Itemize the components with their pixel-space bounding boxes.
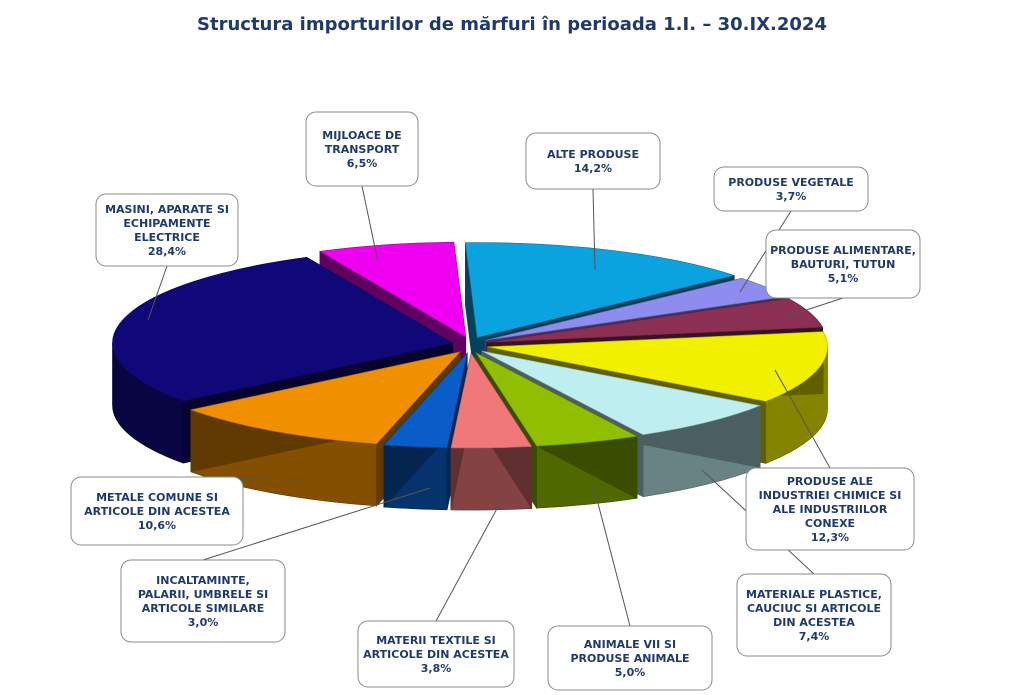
slice-value-label: 3,0% xyxy=(188,616,219,629)
slice-name-label: METALE COMUNE SI ARTICOLE DIN ACESTEA xyxy=(84,491,230,518)
label-box xyxy=(736,573,892,657)
leader-line xyxy=(435,491,507,622)
slice-name-label: MATERIALE PLASTICE, CAUCIUC SI ARTICOLE DI… xyxy=(746,588,882,629)
leader-line xyxy=(774,369,831,469)
slice-top-face xyxy=(450,352,533,449)
slice-name-label: PRODUSE ALIMENTARE, BAUTURI, TUTUN xyxy=(770,244,916,271)
slice-top-face xyxy=(112,256,454,402)
slice-value-label: 3,8% xyxy=(421,662,452,675)
label-box xyxy=(357,620,515,688)
slice-top-face xyxy=(487,331,828,402)
label-box xyxy=(713,166,869,212)
leader-line xyxy=(147,265,168,321)
slice-value-label: 5,1% xyxy=(828,272,859,285)
slice-name-label: INCALTAMINTE, PALARII, UMBRELE SI ARTICOLE… xyxy=(138,574,268,615)
pie-layer xyxy=(112,241,828,511)
slice-top-face xyxy=(487,298,824,343)
slice-top-face xyxy=(481,350,762,436)
slice-top-face xyxy=(464,242,736,338)
slice-name-label: PRODUSE VEGETALE xyxy=(728,176,853,189)
slice-label: METALE COMUNE SI ARTICOLE DIN ACESTEA10,6… xyxy=(70,476,244,546)
leader-line xyxy=(202,487,431,561)
slice-name-label: PRODUSE ALE INDUSTRIEI CHIMICE SI ALE INDU… xyxy=(759,475,902,530)
slice-top-face xyxy=(383,351,468,449)
leader-line xyxy=(593,487,631,627)
label-box xyxy=(95,193,239,267)
slice-name-label: ANIMALE VII SI PRODUSE ANIMALE xyxy=(570,638,689,665)
slice-label: MASINI, APARATE SI ECHIPAMENTE ELECTRICE28… xyxy=(95,193,239,267)
slice-label: INCALTAMINTE, PALARII, UMBRELE SI ARTICOLE… xyxy=(120,559,286,643)
label-box xyxy=(525,132,661,190)
slice-value-label: 6,5% xyxy=(347,157,378,170)
pie-slice xyxy=(450,352,533,511)
slice-label: MATERIALE PLASTICE, CAUCIUC SI ARTICOLE DI… xyxy=(736,573,892,657)
slice-top-face xyxy=(475,351,638,447)
slice-name-label: MASINI, APARATE SI ECHIPAMENTE ELECTRICE xyxy=(105,203,229,244)
slice-label: MATERII TEXTILE SI ARTICOLE DIN ACESTEA3,… xyxy=(357,620,515,688)
label-box xyxy=(120,559,286,643)
slice-value-label: 14,2% xyxy=(574,162,612,175)
leader-line xyxy=(787,297,844,317)
slice-label: PRODUSE ALE INDUSTRIEI CHIMICE SI ALE INDU… xyxy=(745,467,915,551)
chart-title: Structura importurilor de mărfuri în per… xyxy=(197,14,827,35)
slice-value-label: 5,0% xyxy=(615,666,646,679)
label-box xyxy=(70,476,244,546)
slice-value-label: 7,4% xyxy=(799,630,830,643)
label-box xyxy=(305,111,419,187)
slice-value-label: 3,7% xyxy=(776,190,807,203)
leader-line xyxy=(592,188,596,271)
slice-name-label: MATERII TEXTILE SI ARTICOLE DIN ACESTEA xyxy=(363,634,509,661)
slice-name-label: MIJLOACE DE TRANSPORT xyxy=(322,129,401,156)
slice-value-label: 10,6% xyxy=(138,519,176,532)
slice-name-label: ALTE PRODUSE xyxy=(547,148,639,161)
slice-top-face xyxy=(189,351,461,445)
label-box xyxy=(765,229,921,299)
label-box xyxy=(547,625,713,691)
slice-top-face xyxy=(318,241,467,338)
slice-value-label: 12,3% xyxy=(811,531,849,544)
slice-value-label: 28,4% xyxy=(148,245,186,258)
leader-line xyxy=(361,185,379,263)
label-box xyxy=(745,467,915,551)
